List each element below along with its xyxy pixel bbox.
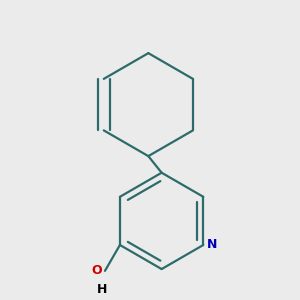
- Text: O: O: [92, 264, 102, 278]
- Text: N: N: [207, 238, 217, 251]
- Text: H: H: [97, 284, 107, 296]
